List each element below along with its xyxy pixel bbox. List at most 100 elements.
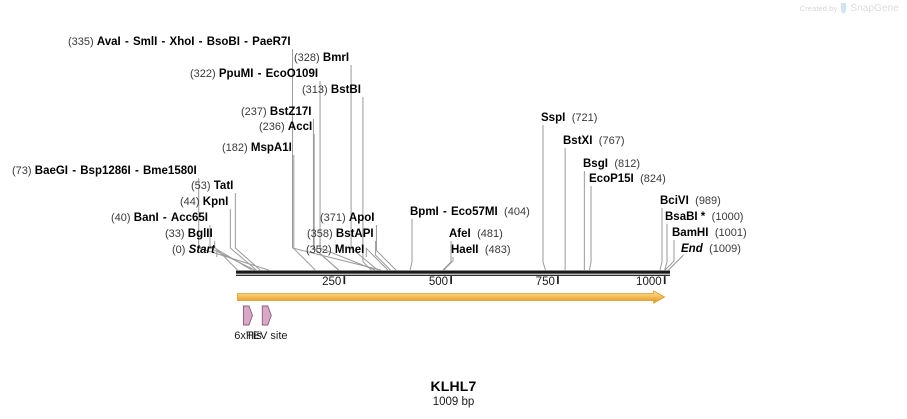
- ruler-tick-label-1000: 1000: [636, 275, 662, 288]
- enzyme-position-bpmi-group: (404): [504, 206, 530, 218]
- enzyme-label-end[interactable]: End (1009): [681, 243, 741, 255]
- enzyme-name-acci-0[interactable]: AccI: [287, 121, 313, 133]
- enzyme-position-bstbi: (313): [302, 84, 328, 96]
- enzyme-label-bstbi[interactable]: (313) BstBI: [302, 84, 361, 96]
- enzyme-name-baegi-group-1[interactable]: Bsp1286I: [80, 165, 131, 177]
- enzyme-name-bsgi-0[interactable]: BsgI: [583, 158, 608, 170]
- enzyme-position-ppumi-group: (322): [190, 68, 216, 80]
- enzyme-position-bcivi: (989): [695, 195, 721, 207]
- enzyme-position-ecop15i: (824): [640, 173, 666, 185]
- enzyme-label-kpni[interactable]: (44) KpnI: [180, 196, 228, 208]
- enzyme-position-afei: (481): [477, 228, 503, 240]
- enzyme-label-bcivi[interactable]: BciVI (989): [660, 195, 721, 207]
- enzyme-name-bamhi-0[interactable]: BamHI: [672, 227, 709, 239]
- enzyme-label-bstz17i[interactable]: (237) BstZ17I: [241, 106, 311, 118]
- enzyme-label-afei[interactable]: AfeI (481): [449, 228, 503, 240]
- enzyme-label-haeii[interactable]: HaeII (483): [451, 244, 511, 256]
- enzyme-name-bstz17i-0[interactable]: BstZ17I: [269, 106, 312, 118]
- enzyme-name-ava1-group-1[interactable]: SmlI: [133, 36, 158, 48]
- enzyme-name-bsabi-0[interactable]: BsaBI *: [665, 211, 706, 223]
- feature-label-tev-site: TEV site: [245, 330, 288, 342]
- enzyme-label-bglii[interactable]: (33) BglII: [165, 228, 213, 240]
- enzyme-name-baegi-group-0[interactable]: BaeGI: [34, 165, 69, 177]
- enzyme-name-bstxi-0[interactable]: BstXI: [563, 135, 593, 147]
- enzyme-position-kpni: (44): [180, 196, 200, 208]
- enzyme-label-mspa1i[interactable]: (182) MspA1I: [222, 142, 292, 154]
- enzyme-name-bglii-0[interactable]: BglII: [187, 228, 213, 240]
- enzyme-name-separator: -: [158, 36, 169, 48]
- enzyme-position-start: (0): [172, 244, 186, 256]
- enzyme-label-ppumi-group[interactable]: (322) PpuMI - EcoO109I: [190, 68, 318, 80]
- enzyme-name-separator: -: [159, 212, 170, 224]
- enzyme-name-tati-0[interactable]: TatI: [213, 180, 234, 192]
- enzyme-label-bsabi[interactable]: BsaBI * (1000): [665, 211, 743, 223]
- enzyme-position-bglii: (33): [165, 228, 185, 240]
- enzyme-name-kpni-0[interactable]: KpnI: [202, 196, 229, 208]
- enzyme-label-bmri[interactable]: (328) BmrI: [294, 52, 349, 64]
- enzyme-label-bstapi[interactable]: (358) BstAPI: [307, 228, 374, 240]
- enzyme-name-bmri-0[interactable]: BmrI: [322, 52, 350, 64]
- enzyme-label-baegi-group[interactable]: (73) BaeGI - Bsp1286I - Bme1580I: [12, 165, 197, 177]
- enzyme-position-baegi-group: (73): [12, 165, 32, 177]
- enzyme-label-bani-group[interactable]: (40) BanI - Acc65I: [111, 212, 208, 224]
- enzyme-position-bani-group: (40): [111, 212, 131, 224]
- enzyme-name-separator: -: [69, 165, 80, 177]
- enzyme-name-ava1-group-2[interactable]: XhoI: [169, 36, 195, 48]
- enzyme-label-tati[interactable]: (53) TatI: [191, 180, 233, 192]
- enzyme-position-sspi: (721): [571, 112, 598, 124]
- enzyme-name-haeii-0[interactable]: HaeII: [451, 244, 479, 256]
- enzyme-name-ava1-group-3[interactable]: BsoBI: [206, 36, 240, 48]
- enzyme-label-apoi[interactable]: (371) ApoI: [320, 212, 374, 224]
- enzyme-label-bpmi-group[interactable]: BpmI - Eco57MI (404): [410, 206, 530, 218]
- enzyme-position-apoi: (371): [320, 212, 346, 224]
- enzyme-name-ppumi-group-0[interactable]: PpuMI: [218, 68, 254, 80]
- page-title: KLHL7: [430, 378, 477, 394]
- enzyme-name-mmei-0[interactable]: MmeI: [334, 244, 365, 256]
- enzyme-label-acci[interactable]: (236) AccI: [259, 121, 312, 133]
- enzyme-name-bcivi-0[interactable]: BciVI: [660, 195, 689, 207]
- enzyme-name-separator: -: [121, 36, 132, 48]
- enzyme-position-bstz17i: (237): [241, 106, 267, 118]
- enzyme-label-ecop15i[interactable]: EcoP15I (824): [589, 173, 666, 185]
- enzyme-name-end-0[interactable]: End: [681, 243, 703, 255]
- enzyme-name-start-0[interactable]: Start: [188, 244, 215, 256]
- enzyme-position-bstapi: (358): [307, 228, 333, 240]
- ruler-tick-label-500: 500: [428, 275, 449, 288]
- enzyme-name-bpmi-group-0[interactable]: BpmI: [410, 206, 439, 218]
- enzyme-name-bpmi-group-1[interactable]: Eco57MI: [450, 206, 498, 218]
- enzyme-label-ava1-group[interactable]: (335) AvaI - SmlI - XhoI - BsoBI - PaeR7…: [68, 36, 291, 48]
- enzyme-name-bstapi-0[interactable]: BstAPI: [335, 228, 374, 240]
- enzyme-label-sspi[interactable]: SspI (721): [541, 112, 597, 124]
- enzyme-label-bamhi[interactable]: BamHI (1001): [672, 227, 747, 239]
- enzyme-name-ava1-group-0[interactable]: AvaI: [96, 36, 121, 48]
- enzyme-name-bani-group-0[interactable]: BanI: [133, 212, 159, 224]
- enzyme-position-mmei: (352): [306, 244, 332, 256]
- ruler-tick-label-250: 250: [322, 275, 342, 288]
- enzyme-name-sspi-0[interactable]: SspI: [541, 112, 566, 124]
- enzyme-position-bamhi: (1001): [714, 227, 747, 239]
- enzyme-name-bstbi-0[interactable]: BstBI: [330, 84, 361, 96]
- enzyme-name-ppumi-group-1[interactable]: EcoO109I: [265, 68, 319, 80]
- snapgene-logo-icon: [840, 3, 847, 14]
- enzyme-name-separator: -: [439, 206, 450, 218]
- enzyme-name-baegi-group-2[interactable]: Bme1580I: [143, 165, 197, 177]
- snapgene-watermark: Created by SnapGene: [800, 3, 899, 14]
- enzyme-position-mspa1i: (182): [222, 142, 248, 154]
- enzyme-name-afei-0[interactable]: AfeI: [449, 228, 471, 240]
- enzyme-label-start[interactable]: (0) Start: [172, 244, 215, 256]
- enzyme-position-end: (1009): [709, 243, 741, 255]
- enzyme-name-separator: -: [254, 68, 265, 80]
- enzyme-label-bsgi[interactable]: BsgI (812): [583, 158, 640, 170]
- enzyme-label-mmei[interactable]: (352) MmeI: [306, 244, 364, 256]
- enzyme-label-bstxi[interactable]: BstXI (767): [563, 135, 624, 147]
- enzyme-name-apoi-0[interactable]: ApoI: [348, 212, 375, 224]
- enzyme-name-mspa1i-0[interactable]: MspA1I: [250, 142, 292, 154]
- enzyme-name-ava1-group-4[interactable]: PaeR7I: [252, 36, 291, 48]
- enzyme-name-bani-group-1[interactable]: Acc65I: [170, 212, 209, 224]
- enzyme-position-bsabi: (1000): [711, 211, 744, 223]
- enzyme-name-ecop15i-0[interactable]: EcoP15I: [589, 173, 634, 185]
